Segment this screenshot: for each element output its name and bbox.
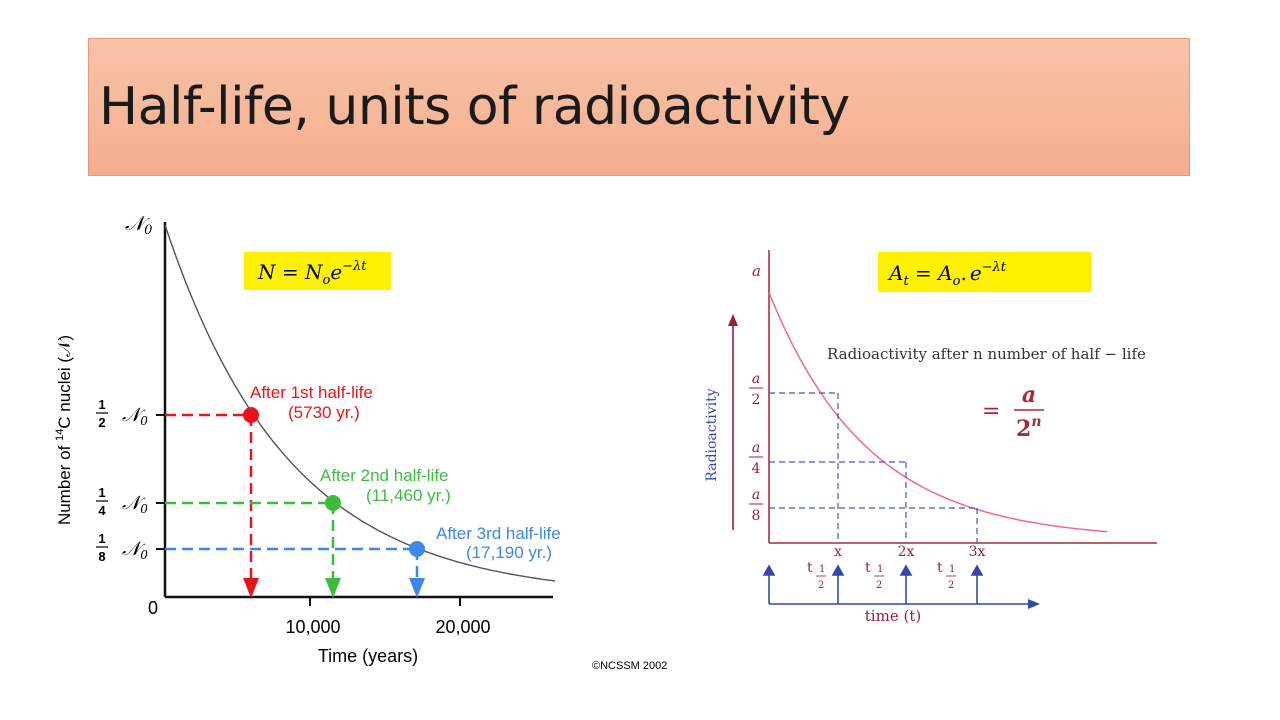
svg-text:𝒩0: 𝒩0 (122, 538, 148, 562)
svg-text:t: t (807, 560, 813, 576)
ytick-eighth-label: 1 8 𝒩0 (96, 531, 148, 564)
svg-text:t: t (865, 560, 871, 576)
svg-text:=: = (982, 399, 1000, 424)
xtick-3x: 3x (969, 544, 986, 560)
ytick-quarter-label: 1 4 𝒩0 (96, 485, 148, 518)
left-yaxis-label: Number of 14C nuclei (𝒩) (54, 335, 74, 525)
arrow-1 (243, 578, 259, 598)
svg-text:t: t (937, 560, 943, 576)
halflife-label-1: t 1 2 (807, 560, 826, 591)
marker-3 (409, 541, 425, 557)
ytick-top-label: 𝒩0 (125, 211, 152, 238)
halflife-label-2: t 1 2 (865, 560, 884, 591)
svg-text:a: a (752, 440, 760, 456)
ytick-zero-label: 0 (148, 598, 158, 618)
xtick-label-10000: 10,000 (285, 617, 340, 637)
slide-title: Half-life, units of radioactivity (99, 77, 850, 137)
halflife-markers (762, 564, 984, 604)
svg-text:2: 2 (752, 392, 761, 408)
copyright: ©NCSSM 2002 (592, 660, 667, 672)
left-chart: After 1st half-life (5730 yr.) After 2nd… (54, 211, 667, 672)
xtick-x: x (834, 544, 842, 560)
halflife-label-3: t 1 2 (937, 560, 956, 591)
decay-curve (164, 224, 556, 582)
result-formula: = a 2n (982, 382, 1044, 442)
annotation-3-line2: (17,190 yr.) (466, 543, 552, 562)
arrow-3 (409, 578, 425, 598)
svg-text:1: 1 (98, 485, 105, 500)
svg-text:4: 4 (98, 503, 106, 518)
xtick-label-20000: 20,000 (435, 617, 490, 637)
svg-text:2: 2 (876, 580, 882, 591)
annotation-2-line2: (11,460 yr.) (366, 486, 451, 505)
svg-text:2: 2 (948, 580, 954, 591)
right-caption: Radioactivity after n number of half − l… (827, 345, 1146, 363)
svg-text:𝒩0: 𝒩0 (122, 492, 148, 516)
marker-1 (243, 407, 259, 423)
svg-text:1: 1 (819, 564, 825, 575)
svg-text:𝒩0: 𝒩0 (122, 404, 148, 428)
svg-text:8: 8 (98, 549, 105, 564)
svg-text:1: 1 (949, 564, 955, 575)
title-banner: Half-life, units of radioactivity (88, 38, 1190, 176)
annotation-1-line1: After 1st half-life (250, 383, 373, 402)
ytick-half-label: 1 2 𝒩0 (96, 397, 148, 430)
svg-text:1: 1 (877, 564, 883, 575)
svg-text:a: a (1022, 382, 1036, 408)
radioactivity-arrowhead (728, 314, 738, 326)
right-formula: At = Ao. e−λt (887, 260, 1007, 289)
time-arrowhead (1028, 599, 1040, 609)
left-xaxis-label: Time (years) (318, 646, 418, 666)
annotation-1-line2: (5730 yr.) (288, 403, 360, 422)
activity-curve (768, 292, 1108, 533)
svg-text:a: a (752, 487, 760, 503)
svg-text:1: 1 (98, 531, 105, 546)
ytick-a-over-2: a 2 (749, 371, 763, 408)
marker-2 (325, 495, 341, 511)
svg-text:8: 8 (752, 508, 761, 524)
svg-text:2n: 2n (1016, 414, 1042, 442)
annotation-3-line1: After 3rd half-life (436, 524, 561, 543)
ytick-a-over-4: a 4 (749, 440, 763, 477)
left-formula: N = Noe−λt (257, 259, 367, 288)
svg-text:2: 2 (818, 580, 824, 591)
ytick-a-over-8: a 8 (749, 487, 763, 524)
svg-text:4: 4 (752, 461, 761, 477)
annotation-2-line1: After 2nd half-life (320, 466, 449, 485)
right-xaxis-label: time (t) (865, 607, 921, 625)
right-chart: Radioactivity a a 2 a 4 a 8 x 2x 3x (704, 250, 1157, 625)
svg-text:a: a (752, 371, 760, 387)
right-yaxis-label: Radioactivity (704, 388, 720, 481)
right-formula-box (878, 252, 1091, 292)
svg-text:1: 1 (98, 397, 105, 412)
ytick-a: a (752, 262, 761, 280)
svg-text:2: 2 (98, 415, 105, 430)
xtick-2x: 2x (898, 544, 915, 560)
arrow-2 (325, 578, 341, 598)
left-formula-box (244, 252, 391, 290)
